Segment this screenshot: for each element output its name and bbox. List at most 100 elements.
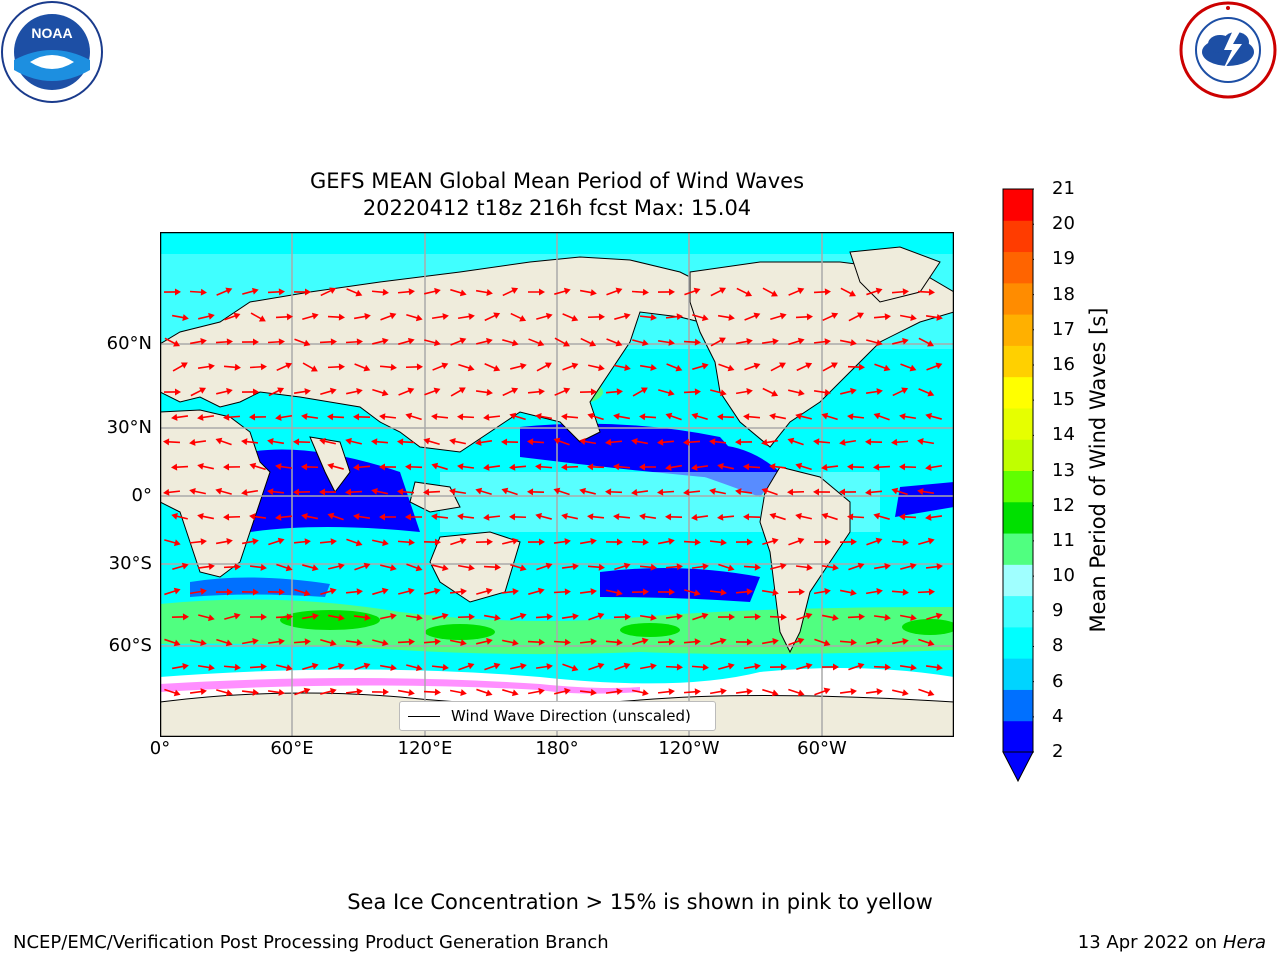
wave-direction-arrow xyxy=(717,462,734,470)
wave-direction-arrow xyxy=(865,488,883,496)
wave-direction-arrow xyxy=(587,463,605,471)
wave-direction-arrow xyxy=(302,312,319,320)
wave-direction-arrow xyxy=(606,287,623,296)
wave-direction-arrow xyxy=(691,513,709,521)
wave-direction-arrow xyxy=(813,438,831,446)
south-atlantic-peak xyxy=(902,619,954,635)
lon-tick-120w: 120°W xyxy=(658,738,720,759)
wave-direction-arrow xyxy=(457,513,475,521)
wave-direction-arrow xyxy=(554,337,570,347)
wave-direction-arrow xyxy=(197,462,214,470)
colorbar-tick-label: 2 xyxy=(1052,741,1064,762)
sea-ice-edge xyxy=(160,678,640,694)
colorbar-tick-label: 20 xyxy=(1052,213,1075,235)
wave-direction-arrow xyxy=(320,387,337,395)
lat-tick-60n: 60°N xyxy=(106,333,152,354)
wave-direction-arrow xyxy=(631,538,649,546)
wave-direction-arrow xyxy=(814,638,831,647)
wave-direction-arrow xyxy=(267,638,285,646)
wave-direction-arrow xyxy=(372,639,389,647)
wave-direction-arrow xyxy=(535,613,553,621)
wave-direction-arrow xyxy=(450,337,467,346)
wave-direction-arrow xyxy=(813,388,831,396)
wave-direction-arrow xyxy=(692,612,709,621)
wave-direction-arrow xyxy=(873,313,891,321)
wave-direction-arrow xyxy=(476,637,493,645)
wave-direction-arrow xyxy=(510,612,527,621)
colorbar-tick-label: 8 xyxy=(1052,635,1064,657)
wave-direction-arrow xyxy=(613,413,631,420)
wave-direction-arrow xyxy=(562,663,579,672)
wave-direction-arrow xyxy=(743,663,761,670)
wave-direction-arrow xyxy=(345,588,363,596)
wave-direction-arrow xyxy=(327,614,345,622)
wave-direction-arrow xyxy=(319,538,337,546)
wave-direction-arrow xyxy=(579,388,597,396)
wave-direction-arrow xyxy=(639,413,657,421)
wave-direction-arrow xyxy=(293,488,311,496)
wave-direction-arrow xyxy=(510,312,527,322)
wave-direction-arrow xyxy=(457,413,475,421)
wave-direction-arrow xyxy=(717,314,735,321)
wave-direction-arrow xyxy=(319,437,336,445)
wave-direction-arrow xyxy=(866,339,883,347)
wave-direction-arrow xyxy=(483,413,501,421)
wave-direction-arrow xyxy=(527,687,545,695)
wave-direction-arrow xyxy=(449,488,467,495)
wave-direction-arrow xyxy=(327,413,345,421)
wave-direction-arrow xyxy=(198,312,215,320)
atlantic-equatorial-low xyxy=(895,482,954,517)
wave-direction-arrow xyxy=(189,487,206,495)
colorbar-tick-label: 12 xyxy=(1052,494,1075,516)
wave-direction-arrow xyxy=(743,613,761,621)
wave-direction-arrow xyxy=(353,313,371,320)
wave-direction-arrow xyxy=(709,438,727,446)
wave-direction-arrow xyxy=(397,288,415,296)
wave-direction-arrow xyxy=(171,463,189,471)
wave-direction-arrow xyxy=(632,387,648,397)
wave-direction-arrow xyxy=(163,488,181,496)
wave-direction-arrow xyxy=(579,688,597,696)
wave-direction-arrow xyxy=(770,562,787,570)
wave-direction-arrow xyxy=(501,438,519,446)
wave-direction-arrow xyxy=(665,663,683,671)
noaa-logo-text: NOAA xyxy=(31,25,72,41)
wave-direction-arrow xyxy=(424,339,441,347)
wave-direction-arrow xyxy=(172,562,189,571)
wave-direction-arrow xyxy=(327,512,344,521)
colorbar-tick-label: 9 xyxy=(1052,600,1064,622)
wave-direction-arrow xyxy=(657,488,675,496)
wave-direction-arrow xyxy=(735,538,753,546)
wave-direction-arrow xyxy=(735,388,753,395)
wave-direction-arrow xyxy=(579,289,597,296)
wave-direction-arrow xyxy=(761,589,779,596)
wave-direction-arrow xyxy=(744,312,761,321)
colorbar-cell xyxy=(1003,376,1033,409)
wave-direction-arrow xyxy=(502,639,519,647)
wave-direction-arrow xyxy=(502,339,519,347)
wave-direction-arrow xyxy=(587,412,604,421)
wave-direction-arrow xyxy=(172,362,188,372)
colorbar xyxy=(1002,188,1034,783)
africa-landmass xyxy=(160,409,271,578)
wave-direction-arrow xyxy=(587,563,605,571)
wave-direction-arrow xyxy=(709,688,727,695)
wave-direction-arrow xyxy=(899,314,917,322)
wave-direction-arrow xyxy=(787,488,805,496)
lon-tick-60w: 60°W xyxy=(797,738,847,759)
footer-date-text: 13 Apr 2022 on xyxy=(1077,932,1223,953)
wave-direction-arrow xyxy=(891,487,908,496)
wave-direction-arrow xyxy=(276,563,293,572)
wave-direction-arrow xyxy=(293,438,311,446)
wave-direction-arrow xyxy=(527,488,545,496)
wave-direction-arrow xyxy=(483,513,501,521)
wave-direction-arrow xyxy=(423,688,441,696)
wave-direction-arrow xyxy=(735,588,753,596)
wave-direction-arrow xyxy=(665,563,683,571)
lat-tick-30s: 30°S xyxy=(108,553,152,574)
wave-direction-arrow xyxy=(873,512,890,520)
wave-direction-arrow xyxy=(502,387,519,397)
wave-direction-arrow xyxy=(249,462,266,471)
footer-host: Hera xyxy=(1222,932,1266,953)
wave-direction-arrow xyxy=(821,412,838,421)
